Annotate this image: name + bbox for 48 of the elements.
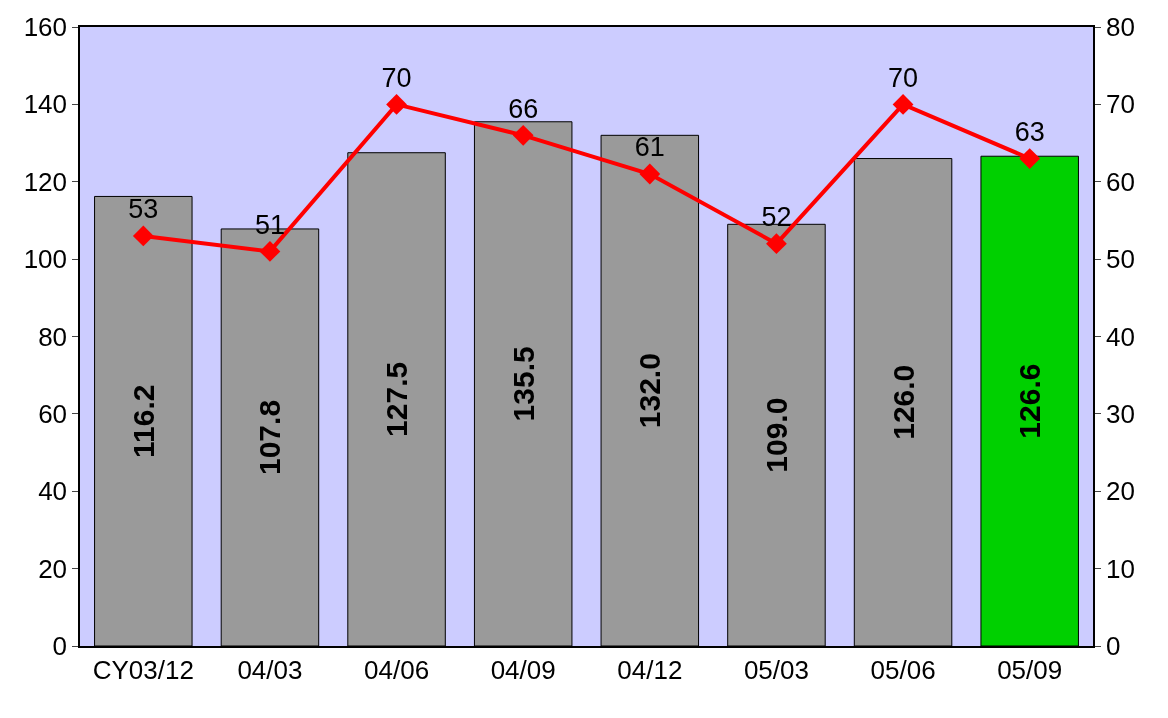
y2-tick-label: 10 — [1105, 553, 1135, 584]
y-tick-label: 160 — [23, 12, 68, 43]
data-label: 70 — [888, 62, 919, 93]
y-tick-label: 80 — [38, 321, 68, 352]
point — [766, 233, 787, 255]
data-label: 126.0 — [886, 364, 920, 440]
x-tick-label: 04/12 — [617, 654, 683, 685]
data-label: 61 — [634, 132, 665, 163]
y-tick-label: 20 — [38, 553, 68, 584]
data-label: 116.2 — [126, 384, 160, 458]
data-label: 126.6 — [1013, 363, 1047, 439]
x-tick-label: 04/06 — [364, 654, 430, 685]
data-label: 107.8 — [253, 399, 287, 476]
data-label: 53 — [128, 194, 159, 225]
y2-tick-label: 80 — [1105, 12, 1135, 43]
data-label: 132.0 — [633, 353, 667, 429]
data-label: 63 — [1014, 116, 1045, 147]
point — [132, 225, 154, 247]
y-tick-label: 60 — [38, 398, 68, 429]
x-tick-label: 05/03 — [743, 654, 809, 685]
y2-tick-label: 40 — [1105, 321, 1135, 352]
data-label: 70 — [381, 62, 412, 93]
y-tick-label: 0 — [52, 631, 68, 662]
data-label: 66 — [508, 93, 539, 124]
y2-tick-label: 60 — [1105, 166, 1135, 197]
data-label: 109.0 — [759, 397, 793, 473]
point — [639, 163, 661, 185]
x-tick-label: CY03/12 — [92, 654, 194, 685]
data-label: 127.5 — [380, 361, 414, 437]
y2-tick-label: 0 — [1105, 631, 1121, 662]
y2-tick-label: 20 — [1105, 476, 1135, 507]
y-tick-label: 140 — [23, 89, 68, 120]
point — [892, 93, 914, 115]
data-label: 135.5 — [506, 346, 540, 422]
y2-tick-label: 50 — [1105, 244, 1135, 275]
x-tick-label: 04/09 — [490, 654, 556, 685]
y-tick-label: 40 — [38, 476, 68, 507]
y-tick-label: 120 — [23, 166, 68, 197]
point — [512, 124, 534, 146]
y2-tick-label: 30 — [1105, 398, 1135, 429]
x-tick-label: 05/09 — [997, 654, 1063, 685]
x-tick-label: 05/06 — [870, 654, 936, 685]
point — [1019, 148, 1041, 169]
y-tick-label: 100 — [23, 244, 68, 275]
y2-tick-label: 70 — [1105, 89, 1135, 120]
point — [386, 93, 407, 115]
x-tick-label: 04/03 — [237, 654, 303, 685]
point — [259, 240, 281, 262]
